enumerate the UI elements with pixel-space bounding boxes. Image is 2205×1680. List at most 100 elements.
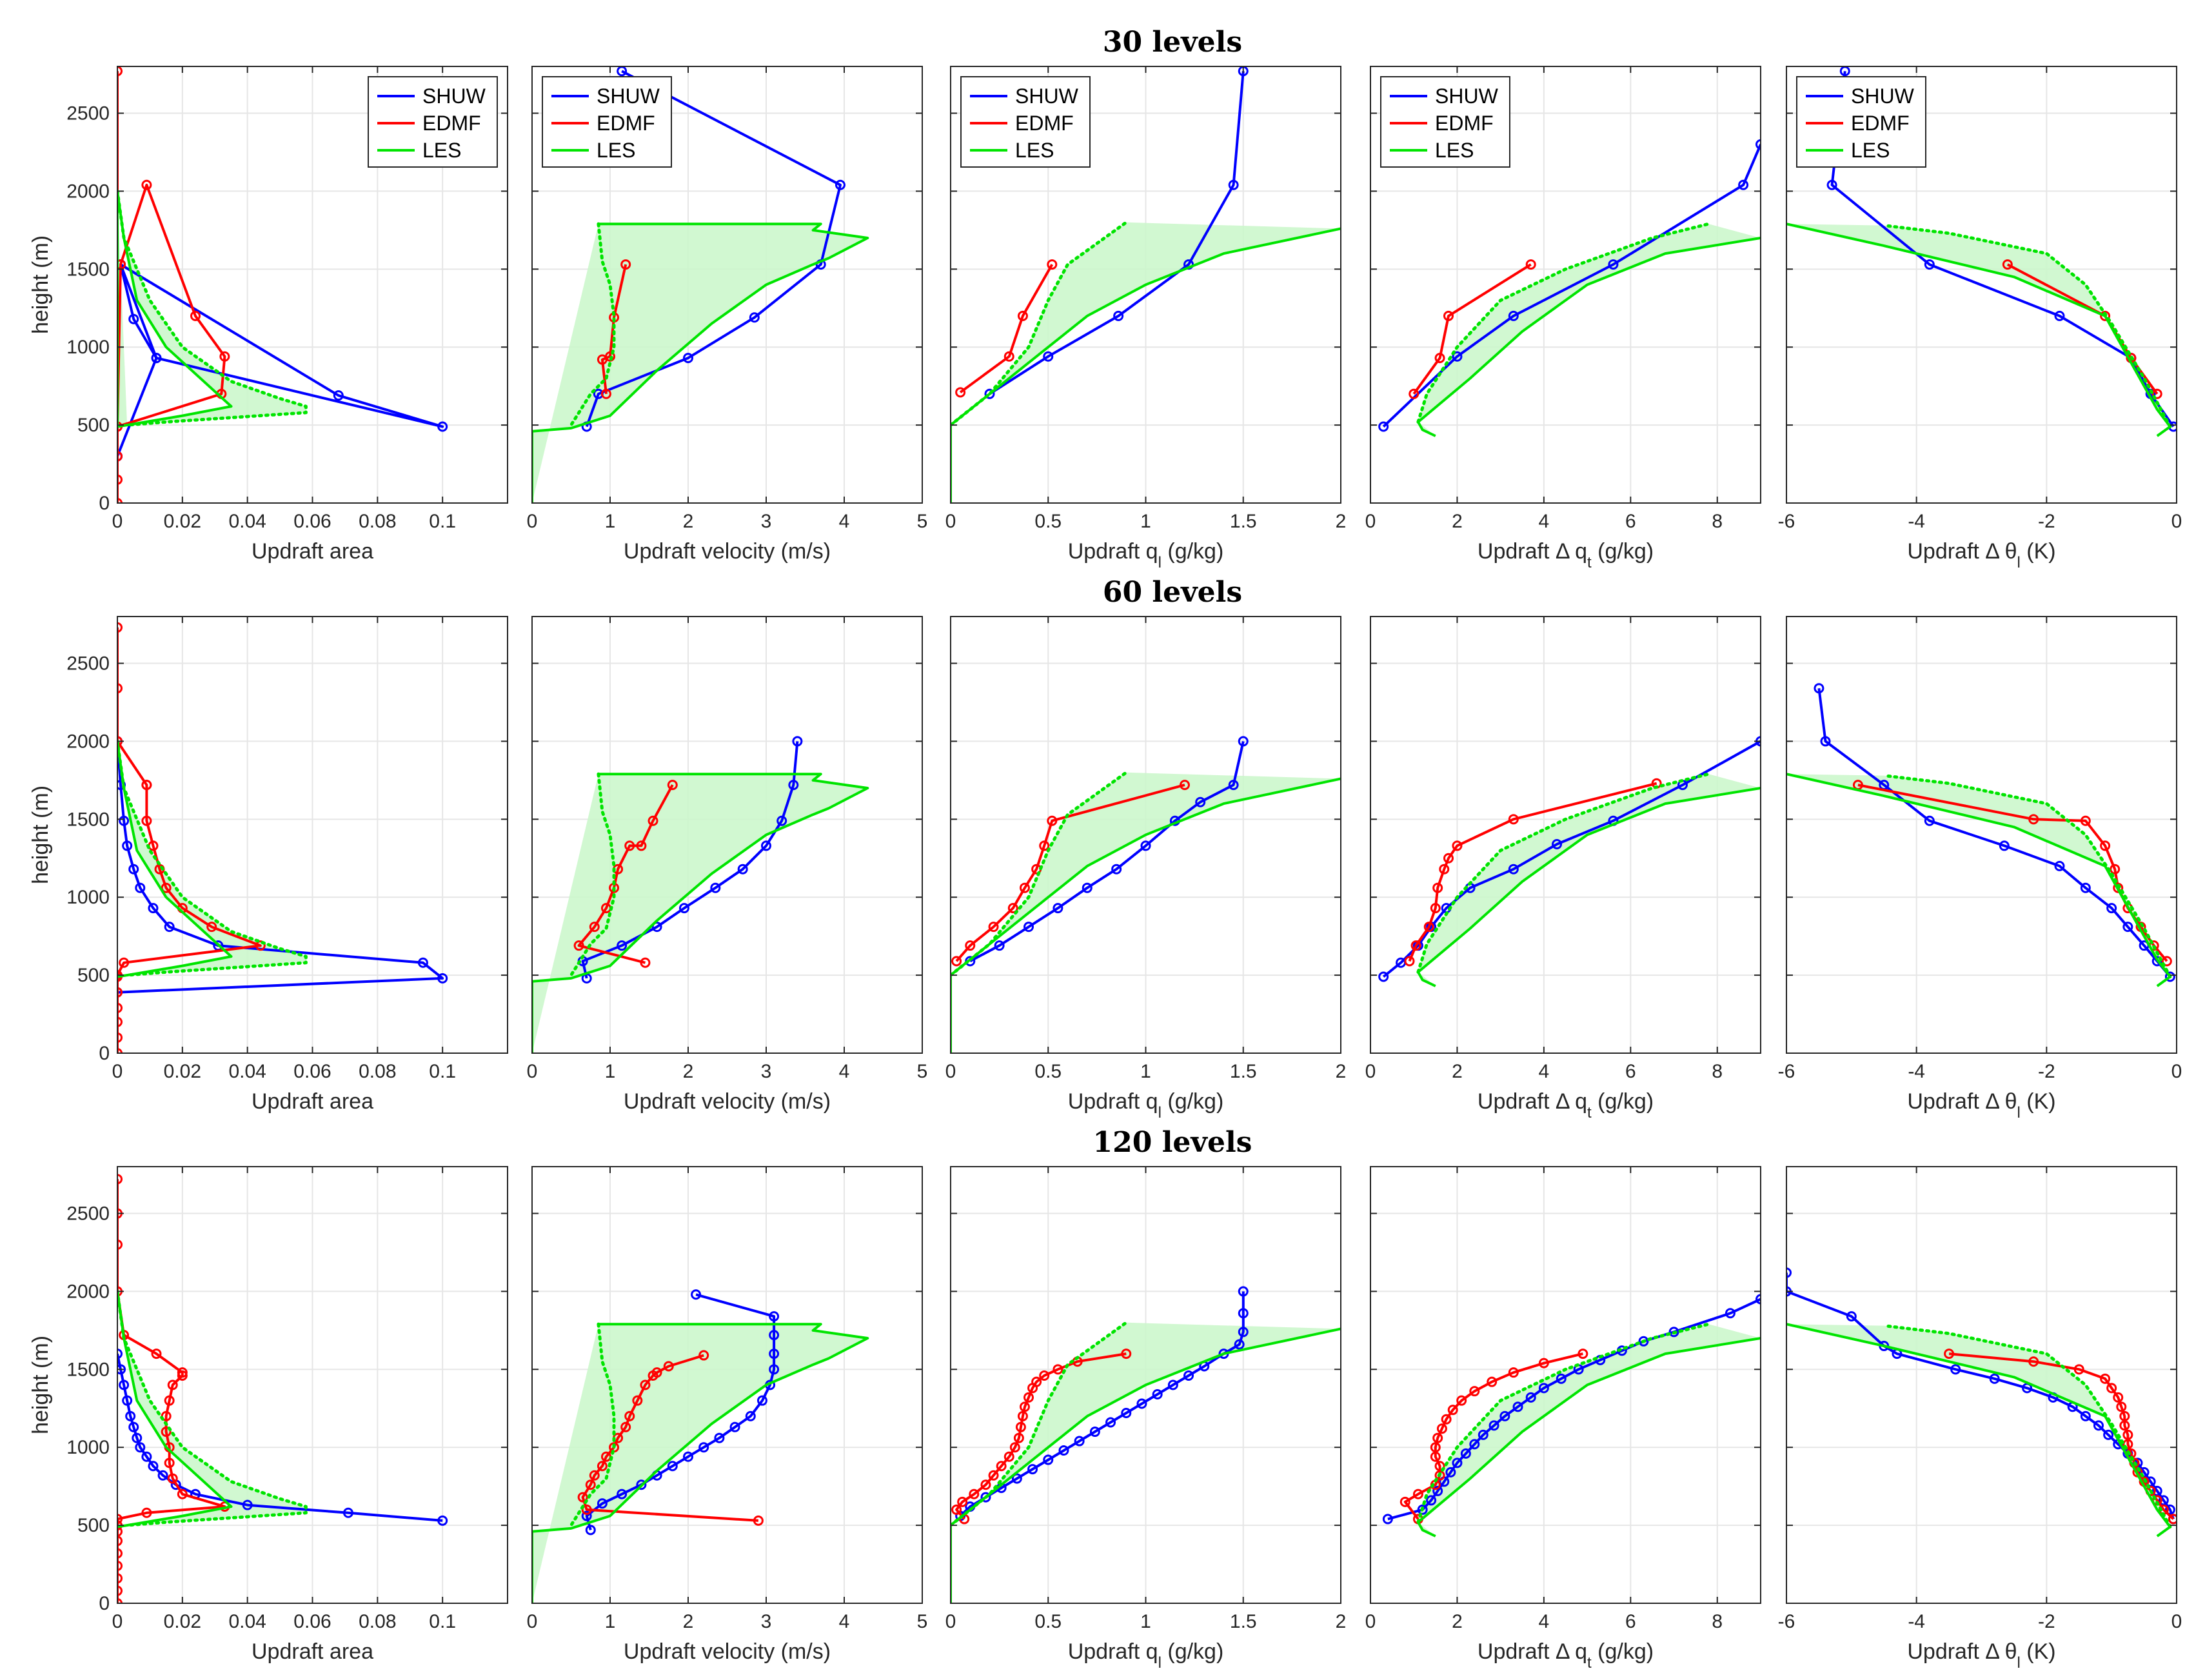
data-point-shuw	[117, 1349, 123, 1359]
x-tick-label: -4	[1908, 511, 1925, 532]
panel-r2-c1: 0 1 2 3 4 5 Updraft velocity (m/s)	[527, 1166, 927, 1664]
data-point-edmf	[177, 1367, 188, 1378]
y-tick-label: 500	[77, 1515, 110, 1536]
series-line-les-dotted	[1882, 774, 2172, 978]
x-tick-label: 0	[527, 511, 538, 532]
axes-frame	[531, 66, 923, 504]
y-tick-label: 500	[77, 415, 110, 436]
x-tick-label: 0	[112, 511, 123, 532]
series-line-shuw	[1786, 1272, 2175, 1520]
x-tick-label: 4	[839, 1611, 850, 1632]
data-point-shuw	[667, 1461, 678, 1472]
les-shaded-range	[532, 774, 868, 1053]
panel-r1-c2: 0 0.5 1 1.5 2 Updraft ql (g/kg)	[945, 616, 1347, 1122]
series-group	[1786, 66, 2177, 437]
data-point-edmf	[219, 351, 230, 362]
data-point-shuw	[1023, 922, 1034, 933]
data-point-shuw	[1538, 1383, 1549, 1394]
data-point-edmf	[581, 1504, 592, 1515]
data-point-shuw	[157, 1470, 168, 1481]
x-tick-label: 0.5	[1034, 1611, 1062, 1632]
data-point-shuw	[1027, 1464, 1038, 1475]
x-tick-label: 2	[1452, 1611, 1463, 1632]
data-point-shuw	[2158, 1495, 2169, 1506]
legend-label-edmf: EDMF	[422, 112, 481, 135]
data-point-edmf	[1409, 388, 1419, 399]
x-tick-label: 0	[1365, 1061, 1376, 1082]
data-point-shuw	[994, 940, 1005, 951]
data-point-edmf	[2028, 1356, 2039, 1367]
data-point-shuw	[1924, 815, 1935, 826]
y-tick-label: 0	[99, 1043, 110, 1064]
data-point-edmf	[1432, 1432, 1443, 1443]
x-tick-label: 2	[1336, 1061, 1347, 1082]
data-point-edmf	[119, 957, 130, 968]
data-point-edmf	[1469, 1386, 1480, 1397]
data-point-edmf	[988, 1470, 999, 1481]
data-point-edmf	[1432, 882, 1443, 893]
data-point-shuw	[581, 1510, 592, 1521]
legend-label-edmf: EDMF	[597, 112, 655, 135]
data-point-edmf	[1047, 259, 1058, 270]
series-line-les	[1416, 237, 1761, 437]
data-point-shuw	[756, 1395, 767, 1406]
data-point-shuw	[1426, 1495, 1437, 1506]
axes-frame	[1370, 1166, 1761, 1604]
data-point-edmf	[2161, 956, 2172, 967]
data-point-shuw	[1508, 310, 1519, 321]
data-point-shuw	[1195, 796, 1206, 807]
x-tick-label: -6	[1778, 1061, 1795, 1082]
data-point-edmf	[1004, 1451, 1014, 1462]
axes-frame	[1786, 616, 2177, 1054]
data-point-edmf	[1053, 1364, 1063, 1375]
data-point-shuw	[651, 922, 662, 933]
data-point-edmf	[640, 1379, 651, 1390]
y-tick-label: 2000	[66, 181, 110, 202]
data-point-shuw	[1228, 179, 1239, 190]
x-tick-label: 6	[1625, 511, 1636, 532]
series-group	[1382, 1294, 1761, 1537]
series-line-shuw	[1830, 71, 2175, 428]
data-point-shuw	[792, 736, 803, 747]
data-point-shuw	[710, 882, 721, 893]
data-point-shuw	[1469, 1439, 1480, 1450]
data-point-edmf	[206, 922, 217, 933]
data-point-edmf	[141, 1507, 152, 1518]
data-point-edmf	[1436, 1423, 1447, 1434]
data-point-shuw	[1183, 1370, 1194, 1381]
x-tick-label: 1	[1140, 1611, 1151, 1632]
series-group	[532, 736, 869, 1053]
series-line-edmf	[1408, 782, 1657, 962]
x-tick-label: 2	[683, 511, 694, 532]
data-point-edmf	[1430, 1442, 1441, 1453]
data-point-shuw	[2080, 882, 2091, 893]
data-point-shuw	[585, 1525, 596, 1536]
x-tick-label: 0.04	[228, 1061, 266, 1082]
data-point-edmf	[1017, 1410, 1028, 1421]
series-line-les	[1786, 773, 2171, 987]
data-point-shuw	[2164, 1504, 2175, 1515]
data-point-edmf	[577, 1492, 588, 1503]
x-tick-label: 3	[761, 511, 772, 532]
legend-label-edmf: EDMF	[1015, 112, 1074, 135]
data-point-shuw	[1638, 1336, 1649, 1347]
data-point-shuw	[2139, 1467, 2150, 1477]
x-tick-label: 0.5	[1034, 511, 1062, 532]
data-point-shuw	[1608, 259, 1619, 270]
series-line-les-dotted	[1416, 1322, 1710, 1524]
y-tick-label: 1500	[66, 259, 110, 280]
series-group	[532, 66, 869, 503]
panel-r1-c0: 0 0.02 0.04 0.06 0.08 0.1 0 500 1000 1500 2000 2500…	[28, 616, 508, 1114]
panel-r2-c3: 0 2 4 6 8 Updraft Δ qt (g/kg)	[1365, 1166, 1761, 1672]
data-point-edmf	[1017, 310, 1028, 321]
data-point-edmf	[988, 922, 999, 933]
x-tick-label: 1	[1140, 511, 1151, 532]
series-line-les-dotted	[1882, 224, 2172, 428]
x-tick-label: -2	[2038, 1611, 2055, 1632]
data-point-shuw	[1228, 780, 1239, 791]
series-line-les-dotted	[569, 772, 616, 977]
data-point-shuw	[1378, 971, 1389, 982]
data-point-edmf	[2122, 1429, 2133, 1440]
series-group	[117, 622, 448, 1053]
